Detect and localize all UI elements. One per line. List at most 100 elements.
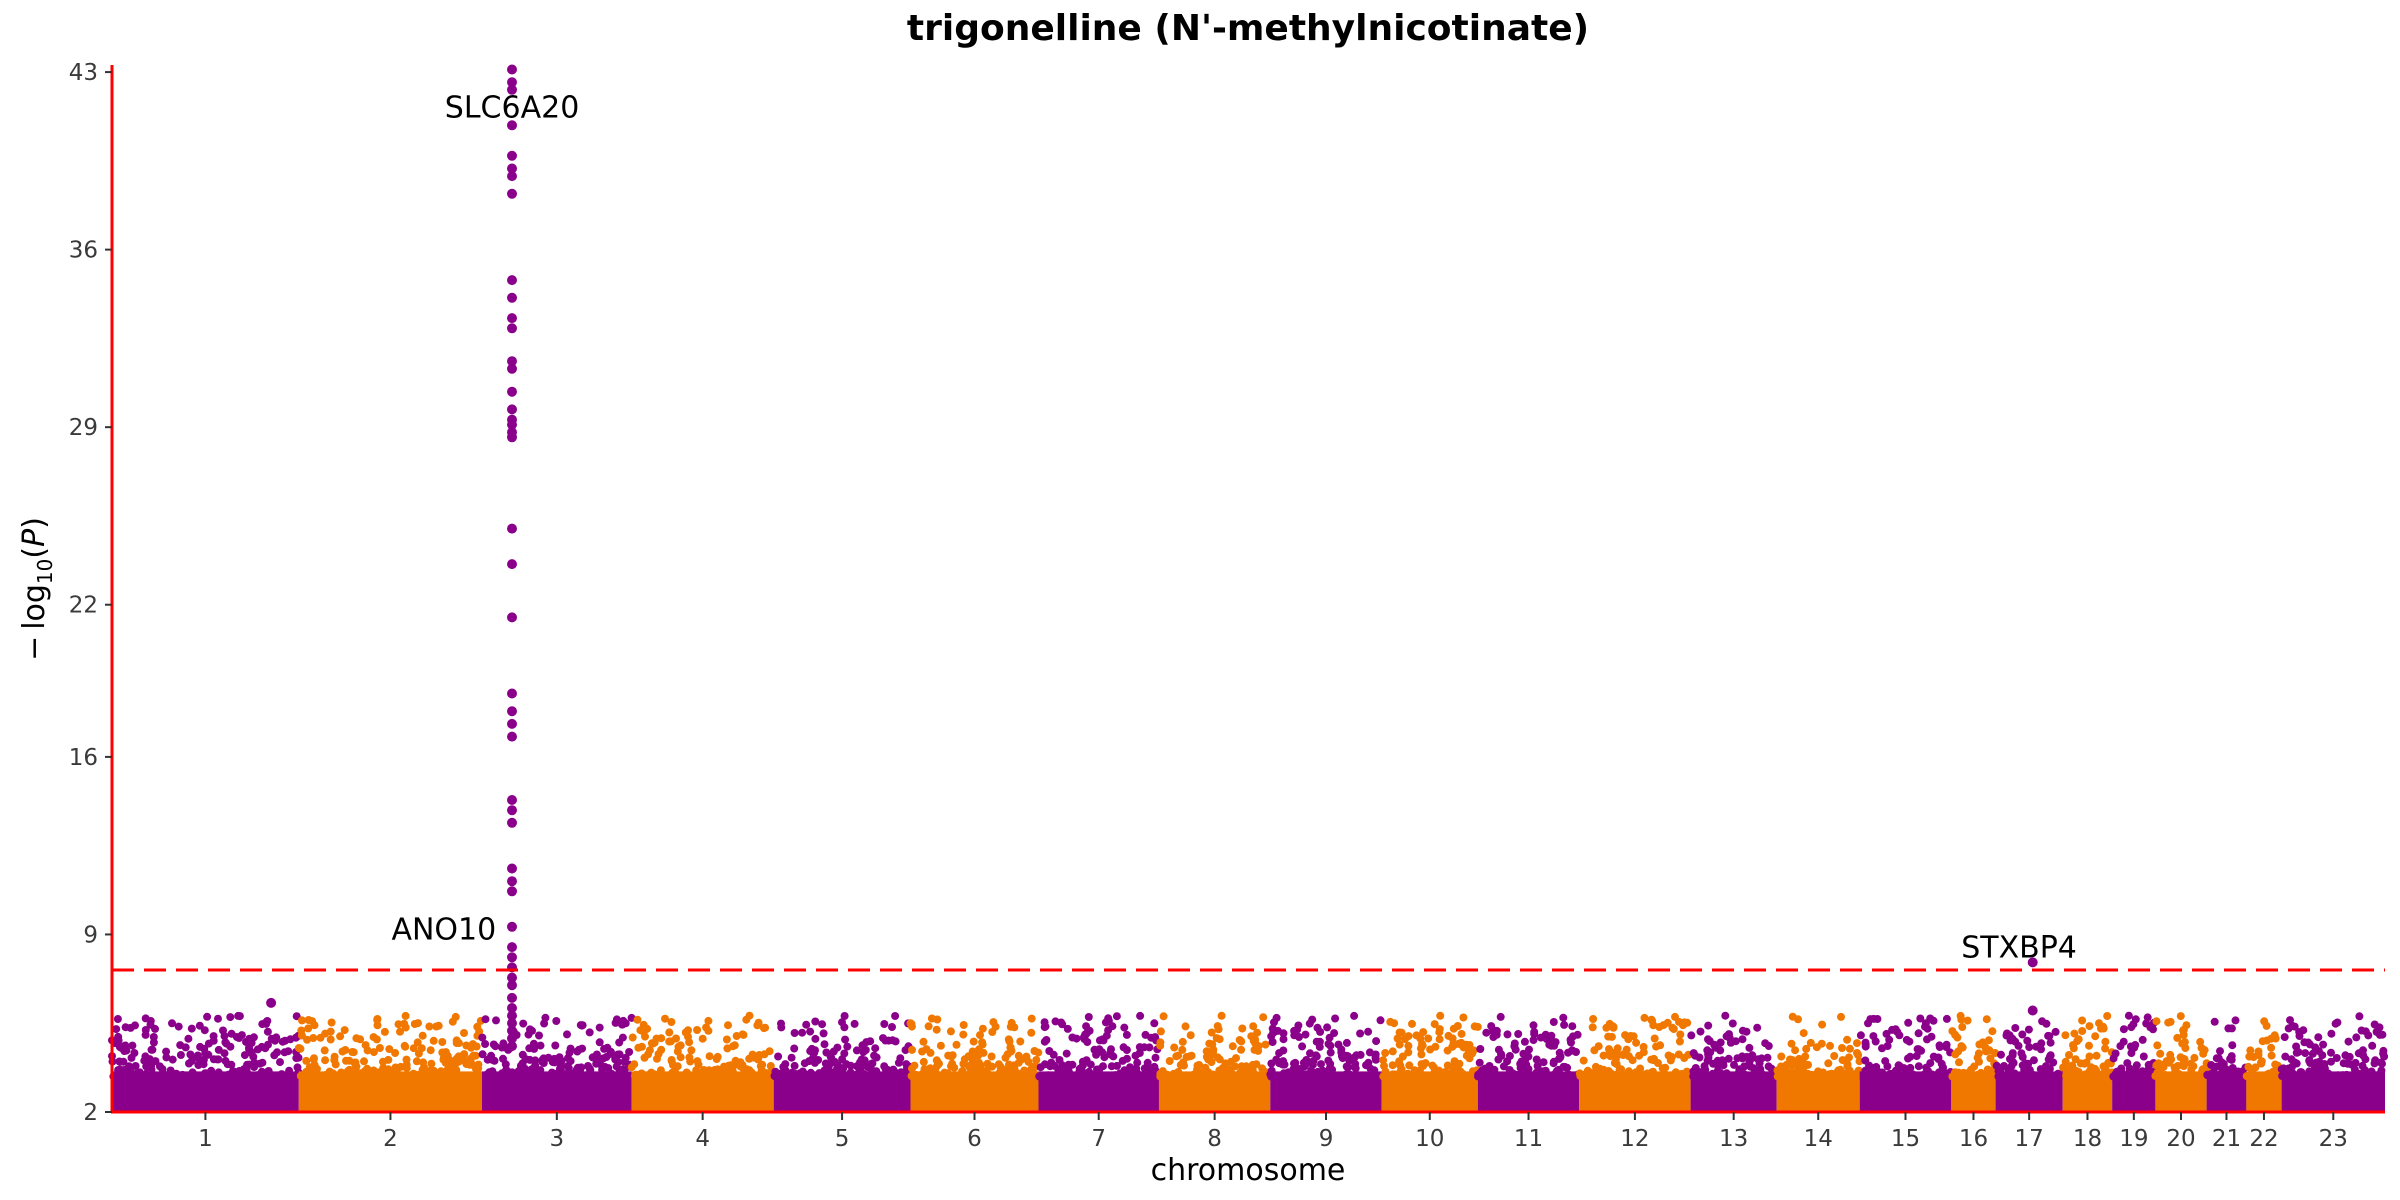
snp-point	[634, 1043, 643, 1052]
snp-point	[1539, 1058, 1548, 1067]
y-tick-label: 2	[83, 1100, 98, 1126]
snp-point	[806, 1068, 815, 1077]
snp-point	[1591, 1062, 1600, 1071]
snp-point	[2176, 1012, 2185, 1021]
snp-point	[2015, 1072, 2024, 1081]
y-tick-label: 36	[69, 238, 98, 264]
snp-point	[1215, 1055, 1224, 1064]
snp-point	[1959, 1068, 1968, 1077]
snp-point	[843, 1042, 852, 1051]
snp-point	[2269, 1067, 2278, 1076]
snp-point	[2035, 1071, 2044, 1080]
snp-point	[2267, 1043, 2276, 1052]
snp-point	[263, 1017, 272, 1025]
snp-point	[2254, 1051, 2263, 1059]
snp-point	[1675, 1037, 1684, 1046]
snp-point	[1929, 1072, 1938, 1081]
snp-point	[1491, 1072, 1500, 1081]
snp-point	[2315, 1057, 2324, 1066]
snp-point	[425, 1022, 434, 1031]
snp-point	[1514, 1030, 1523, 1038]
snp-point	[1381, 1049, 1390, 1057]
snp-point	[2065, 1051, 2073, 1059]
snp-point	[1499, 1062, 1508, 1071]
peak-point	[2027, 1005, 2038, 1016]
snp-point	[2267, 1051, 2276, 1060]
snp-point	[2132, 1061, 2141, 1070]
snp-point	[1826, 1041, 1834, 1050]
snp-point	[1136, 1011, 1145, 1020]
snp-point	[1135, 1049, 1144, 1057]
snp-point	[2101, 1037, 2110, 1046]
snp-point	[1674, 1050, 1683, 1059]
snp-point	[1529, 1036, 1538, 1045]
snp-point	[920, 1072, 929, 1081]
snp-point	[2196, 1037, 2205, 1046]
snp-point	[1663, 1018, 1672, 1027]
snp-point	[1613, 1044, 1622, 1053]
peak-point	[507, 980, 517, 991]
chromosome-3-points	[478, 1013, 636, 1112]
snp-point	[2224, 1024, 2233, 1033]
peak-point	[507, 863, 517, 874]
snp-point	[536, 1066, 545, 1075]
snp-point	[798, 1028, 807, 1037]
snp-point	[1855, 1057, 1864, 1066]
snp-point	[1713, 1061, 1722, 1070]
snp-point	[620, 1072, 628, 1081]
snp-point	[345, 1056, 354, 1065]
snp-point	[1482, 1028, 1491, 1037]
snp-point	[412, 1057, 421, 1066]
snp-point	[2262, 1021, 2271, 1030]
snp-point	[391, 1063, 400, 1072]
snp-point	[840, 1072, 848, 1081]
snp-point	[1560, 1062, 1569, 1071]
snp-point	[122, 1071, 131, 1080]
snp-point	[2166, 1050, 2175, 1059]
snp-point	[2069, 1044, 2078, 1053]
snp-point	[2281, 1052, 2290, 1061]
snp-point	[969, 1037, 978, 1046]
snp-point	[595, 1023, 604, 1032]
snp-point	[320, 1046, 329, 1055]
snp-point	[1627, 1072, 1635, 1081]
peak-point	[507, 292, 517, 303]
x-axis-title: chromosome	[1151, 1153, 1346, 1188]
snp-point	[1529, 1021, 1538, 1030]
snp-point	[1791, 1046, 1800, 1055]
snp-point	[2166, 1072, 2175, 1081]
snp-point	[1172, 1052, 1181, 1061]
snp-point	[1958, 1023, 1967, 1031]
snp-point	[409, 1044, 418, 1053]
peak-point	[507, 921, 517, 932]
snp-point	[1632, 1038, 1641, 1047]
snp-point	[2097, 1024, 2105, 1033]
snp-point	[713, 1052, 722, 1061]
snp-point	[302, 1056, 311, 1065]
snp-point	[201, 1049, 210, 1058]
peak-point	[507, 612, 517, 623]
x-tick-label: 2	[383, 1126, 398, 1152]
snp-point	[1914, 1045, 1923, 1054]
chart-title: trigonelline (N'-methylnicotinate)	[907, 8, 1589, 49]
snp-point	[2197, 1044, 2206, 1052]
chromosome-17-points	[1992, 1017, 2066, 1112]
snp-point	[112, 1025, 121, 1034]
snp-point	[1261, 1040, 1270, 1049]
snp-point	[497, 1043, 506, 1052]
snp-point	[2252, 1072, 2261, 1080]
snp-point	[199, 1072, 208, 1081]
snp-point	[1464, 1048, 1473, 1057]
snp-point	[311, 1070, 320, 1079]
snp-point	[1837, 1012, 1845, 1021]
snp-point	[1300, 1062, 1309, 1071]
snp-point	[2279, 1064, 2288, 1073]
snp-point	[1010, 1061, 1018, 1070]
snp-point	[964, 1071, 972, 1080]
snp-point	[667, 1056, 676, 1064]
snp-point	[1235, 1071, 1244, 1080]
snp-point	[2008, 1051, 2017, 1060]
snp-point	[447, 1072, 456, 1081]
snp-point	[1593, 1070, 1602, 1079]
snp-point	[2149, 1025, 2157, 1034]
